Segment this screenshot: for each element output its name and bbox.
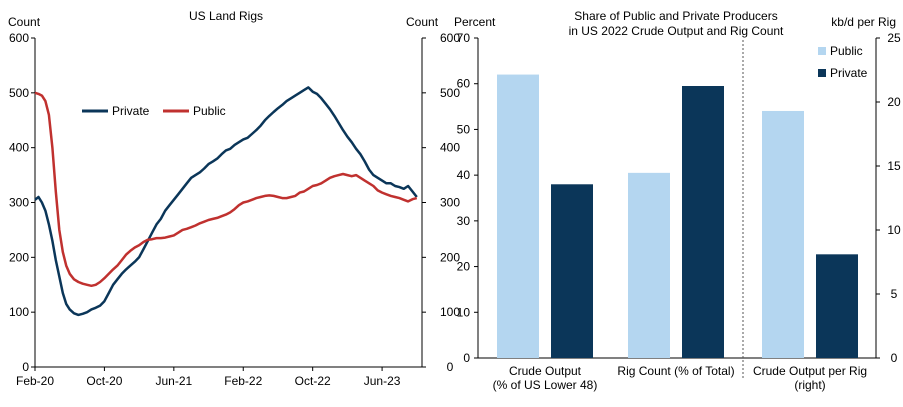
right-chart-left-y-axis-label: Percent [454,15,496,29]
bar-left-y-tick-label: 60 [457,77,471,91]
legend-swatch-private [818,69,826,77]
left-chart-title: US Land Rigs [189,9,263,23]
line-series-public [34,91,418,288]
left-x-tick-label: Feb-22 [224,374,262,388]
left-y-tick-label: 500 [9,86,29,100]
bar-group-label: Rig Count (% of Total) [617,364,734,378]
bar-public-group-1 [497,74,539,359]
right-y-tick-label: 300 [440,196,460,210]
bar-left-y-tick-label: 30 [457,214,471,228]
left-y-tick-label: 200 [9,250,29,264]
left-chart-right-y-axis-label: Count [406,15,439,29]
bar-private-group-3 [816,254,858,358]
bar-group-label: (right) [794,378,825,392]
legend-label-public: Public [193,104,226,118]
bar-right-y-tick-label: 5 [891,287,898,301]
bar-left-y-tick-label: 50 [457,122,471,136]
legend-label-public: Public [830,44,863,58]
left-x-tick-label: Jun-21 [155,374,192,388]
right-chart-legend: Public Private [818,44,868,80]
right-chart-right-y-axis-label: kb/d per Rig [831,15,896,29]
bar-right-y-tick-label: 10 [887,223,901,237]
bar-right-y-tick-label: 0 [891,351,898,365]
bar-group-label: Crude Output per Rig [753,364,867,378]
line-chart-us-land-rigs: US Land Rigs Count Count 0 0 100 100 200 200 3… [8,9,460,388]
bar-left-y-tick-label: 10 [457,305,471,319]
left-y-tick-label: 0 [22,360,29,374]
bar-chart-public-private-share: Share of Public and Private Producers in… [454,9,901,392]
line-series-private [34,86,418,317]
right-chart-title-line-2: in US 2022 Crude Output and Rig Count [569,24,784,38]
right-chart-title-line-1: Share of Public and Private Producers [574,9,777,23]
bar-right-y-tick-label: 25 [887,31,901,45]
legend-label-private: Private [112,104,150,118]
right-y-tick-label: 500 [440,86,460,100]
bar-left-y-tick-label: 20 [457,260,471,274]
left-x-tick-label: Oct-22 [295,374,331,388]
bar-public-group-3 [762,110,804,359]
left-y-tick-label: 400 [9,141,29,155]
right-y-tick-label: 400 [440,141,460,155]
bar-left-y-tick-label: 40 [457,168,471,182]
right-y-tick-label: 100 [440,305,460,319]
bar-private-group-2 [682,86,724,358]
bar-private-group-1 [551,184,593,358]
left-y-tick-label: 600 [9,31,29,45]
left-chart-y-axis-label: Count [8,15,41,29]
legend-swatch-public [818,47,826,55]
left-y-tick-label: 100 [9,305,29,319]
left-x-tick-label: Feb-20 [16,374,54,388]
legend-label-private: Private [830,66,868,80]
bar-left-y-tick-label: 70 [457,31,471,45]
left-chart-legend: Private Public [82,104,226,118]
bar-group-label: Crude Output [509,364,582,378]
bar-left-y-tick-label: 0 [463,351,470,365]
bar-right-y-tick-label: 15 [887,159,901,173]
right-y-tick-label: 200 [440,250,460,264]
bar-group-label: (% of US Lower 48) [493,378,598,392]
right-y-tick-label: 600 [440,31,460,45]
left-y-tick-label: 300 [9,196,29,210]
bar-right-y-tick-label: 20 [887,95,901,109]
right-y-tick-label: 0 [447,360,454,374]
left-x-tick-label: Jun-23 [364,374,401,388]
bar-public-group-2 [628,172,670,358]
left-x-tick-label: Oct-20 [86,374,122,388]
